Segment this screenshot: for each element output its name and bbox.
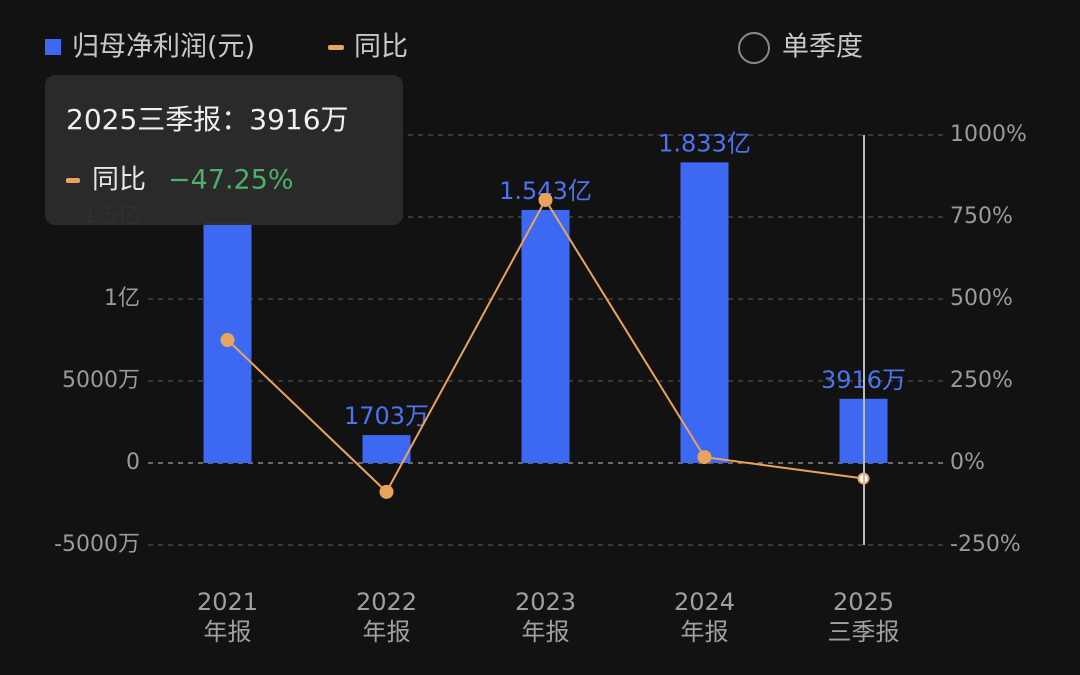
y-tick-label: 5000万 [62,368,140,393]
y2-tick-label: 1000% [950,122,1027,147]
y2-tick-label: 750% [950,204,1013,229]
tooltip: 2025三季报：3916万 同比 −47.25% [45,75,403,225]
line-point [220,333,235,347]
x-tick-label: 2024 [674,588,735,616]
tooltip-series: 同比 [92,165,146,196]
toggle-label[interactable]: 单季度 [782,32,863,63]
y2-tick-label: 250% [950,368,1013,393]
legend-label[interactable]: 同比 [354,32,408,63]
line-point [697,450,712,465]
x-tick-label: 年报 [204,618,252,646]
line-point [538,192,553,207]
y-tick-label: 1亿 [104,286,140,311]
y2-tick-label: 0% [950,450,985,475]
x-tick-label: 年报 [363,618,411,646]
x-tick-label: 2025 [833,588,894,616]
legend-swatch [45,39,61,55]
y-tick-label: 0 [126,450,140,475]
tooltip-swatch [66,178,80,183]
x-tick-label: 2022 [356,588,417,616]
x-tick-label: 2021 [197,588,258,616]
x-tick-label: 年报 [522,618,570,646]
line-point [379,484,394,499]
y2-tick-label: -250% [950,532,1021,557]
bar [521,209,570,463]
tooltip-box [45,75,403,225]
x-tick-label: 年报 [681,618,729,646]
y-tick-label: -5000万 [54,532,140,557]
toggle-radio[interactable] [738,32,770,64]
tooltip-value: −47.25% [168,165,294,196]
value-label: 1703万 [344,402,429,430]
legend-swatch [328,45,344,50]
x-tick-label: 2023 [515,588,576,616]
bar [362,435,411,463]
legend-label[interactable]: 归母净利润(元) [72,32,255,63]
y2-tick-label: 500% [950,286,1013,311]
bar [680,162,729,463]
x-tick-label: 三季报 [828,618,900,646]
tooltip-title: 2025三季报：3916万 [66,103,349,136]
value-label: 1.833亿 [658,129,751,157]
